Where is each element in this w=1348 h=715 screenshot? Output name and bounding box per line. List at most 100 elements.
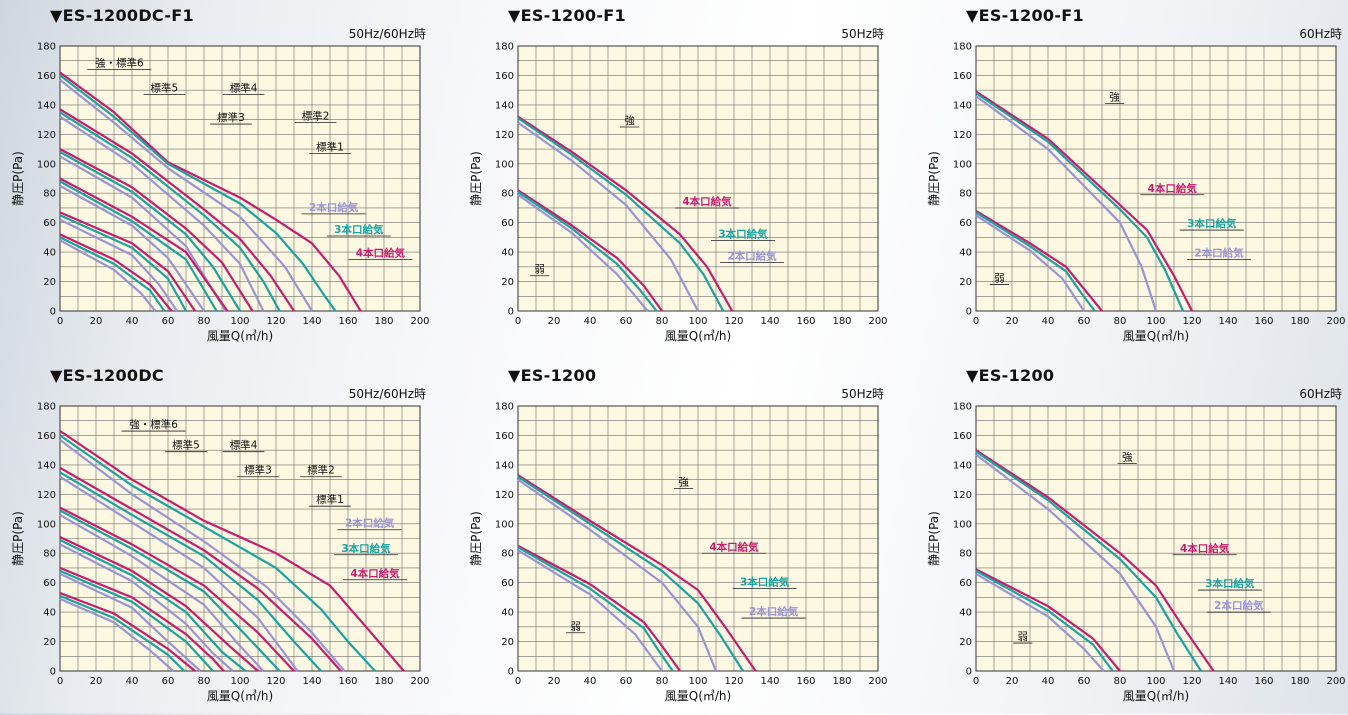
x-tick-label: 40 xyxy=(584,676,597,687)
y-tick-label: 100 xyxy=(953,519,972,530)
x-tick-label: 40 xyxy=(126,676,139,687)
annotation-label: 強・標準6 xyxy=(129,418,178,431)
annotation-label: 標準3 xyxy=(217,111,245,124)
x-tick-label: 100 xyxy=(1146,676,1165,687)
x-tick-label: 60 xyxy=(162,316,175,327)
x-tick-label: 140 xyxy=(760,676,779,687)
y-axis-label: 静圧P(Pa) xyxy=(927,511,941,566)
series-line-2port-2 xyxy=(59,439,346,672)
x-tick-label: 100 xyxy=(230,316,249,327)
series-line-3port-4 xyxy=(517,190,658,312)
series-line-3port-4 xyxy=(975,211,1096,312)
y-tick-label: 20 xyxy=(501,277,514,288)
y-tick-label: 60 xyxy=(43,578,56,589)
y-tick-label: 0 xyxy=(966,667,972,678)
chart-panel-3: ▼ES-1200-F1 60Hz時 0 20 40 60 80 100 120 140 160 1… xyxy=(916,0,1348,355)
x-tick-label: 120 xyxy=(1182,676,1201,687)
series-line-3port-13 xyxy=(59,569,214,672)
series-line-3port-4 xyxy=(59,111,281,312)
y-tick-label: 80 xyxy=(959,549,972,560)
y-tick-label: 140 xyxy=(37,460,56,471)
x-tick-label: 20 xyxy=(90,316,103,327)
series-line-2port-5 xyxy=(59,475,299,672)
x-tick-label: 120 xyxy=(1182,316,1201,327)
chart-panel-1: ▼ES-1200DC-F1 50Hz/60Hz時 0 20 40 60 80 100 120… xyxy=(0,0,440,355)
series-line-2port-14 xyxy=(59,218,178,312)
x-tick-label: 40 xyxy=(1042,676,1055,687)
series-line-3port-1 xyxy=(59,74,337,312)
annotation-label: 4本口給気 xyxy=(682,195,732,208)
x-tick-label: 160 xyxy=(796,676,815,687)
annotation-label: 4本口給気 xyxy=(350,567,400,580)
series-line-4port-3 xyxy=(517,544,681,672)
x-tick-label: 80 xyxy=(656,676,669,687)
series-line-2port-11 xyxy=(59,543,234,672)
series-line-2port-5 xyxy=(59,115,265,312)
y-tick-label: 40 xyxy=(959,608,972,619)
annotation-label: 4本口給気 xyxy=(1148,182,1198,195)
series-line-3port-1 xyxy=(975,92,1185,312)
y-tick-label: 40 xyxy=(501,608,514,619)
x-tick-label: 120 xyxy=(724,676,743,687)
x-tick-label: 40 xyxy=(584,316,597,327)
x-tick-label: 100 xyxy=(1146,316,1165,327)
annotation-label: 2本口給気 xyxy=(1194,247,1244,260)
x-tick-label: 0 xyxy=(515,676,521,687)
x-tick-label: 140 xyxy=(1218,676,1237,687)
y-axis-label: 静圧P(Pa) xyxy=(11,511,25,566)
x-tick-label: 200 xyxy=(410,316,429,327)
x-tick-label: 80 xyxy=(198,316,211,327)
grid xyxy=(60,46,420,311)
x-tick-label: 60 xyxy=(1078,316,1091,327)
x-tick-label: 180 xyxy=(374,676,393,687)
y-tick-label: 100 xyxy=(953,159,972,170)
y-tick-label: 20 xyxy=(43,277,56,288)
x-tick-label: 20 xyxy=(1006,676,1019,687)
y-tick-label: 160 xyxy=(953,431,972,442)
annotation-label: 3本口給気 xyxy=(341,542,391,555)
y-tick-label: 100 xyxy=(37,159,56,170)
series-line-4port-0 xyxy=(975,449,1215,672)
grid xyxy=(976,46,1336,311)
chart-plot: 0 20 40 60 80 100 120 140 160 180 0 20 40 60 80 100 120 1… xyxy=(927,402,1346,704)
series-line-2port-5 xyxy=(517,549,663,672)
x-tick-label: 0 xyxy=(57,676,63,687)
x-tick-label: 140 xyxy=(760,316,779,327)
x-axis-label: 風量Q(㎥/h) xyxy=(207,329,273,343)
series-line-3port-4 xyxy=(975,569,1114,672)
chart-frequency: 50Hz時 xyxy=(841,387,884,401)
series-line-4port-0 xyxy=(59,430,405,672)
series-line-4port-12 xyxy=(59,211,196,312)
x-tick-label: 20 xyxy=(548,676,561,687)
annotation-label: 強 xyxy=(678,476,689,489)
y-tick-label: 140 xyxy=(495,100,514,111)
x-tick-label: 120 xyxy=(724,316,743,327)
series-line-2port-5 xyxy=(975,572,1105,672)
x-axis-label: 風量Q(㎥/h) xyxy=(665,689,731,703)
x-tick-label: 180 xyxy=(1290,316,1309,327)
x-tick-label: 60 xyxy=(620,676,633,687)
x-tick-label: 180 xyxy=(374,316,393,327)
grid xyxy=(976,406,1336,671)
y-tick-label: 0 xyxy=(50,667,56,678)
series-line-2port-8 xyxy=(59,513,265,672)
series-line-2port-2 xyxy=(517,121,699,312)
annotation-label: 強・標準6 xyxy=(95,57,144,70)
chart-frequency: 60Hz時 xyxy=(1299,27,1342,41)
annotation-label: 標準3 xyxy=(244,464,272,477)
x-axis-label: 風量Q(㎥/h) xyxy=(1123,329,1189,343)
series-line-3port-13 xyxy=(59,214,187,312)
grid xyxy=(518,46,878,311)
y-axis-label: 静圧P(Pa) xyxy=(927,151,941,206)
annotation-label: 標準4 xyxy=(230,439,258,452)
annotation-label: 3本口給気 xyxy=(334,223,384,236)
series-line-4port-3 xyxy=(975,209,1103,312)
series-line-3port-7 xyxy=(59,509,281,672)
annotation-label: 標準1 xyxy=(316,141,344,154)
annotation-label: 3本口給気 xyxy=(1205,577,1255,590)
series-line-2port-17 xyxy=(59,239,157,312)
annotation-label: 3本口給気 xyxy=(1187,217,1237,230)
x-tick-label: 0 xyxy=(515,316,521,327)
chart-frequency: 50Hz/60Hz時 xyxy=(348,387,426,401)
y-axis-label: 静圧P(Pa) xyxy=(469,511,483,566)
